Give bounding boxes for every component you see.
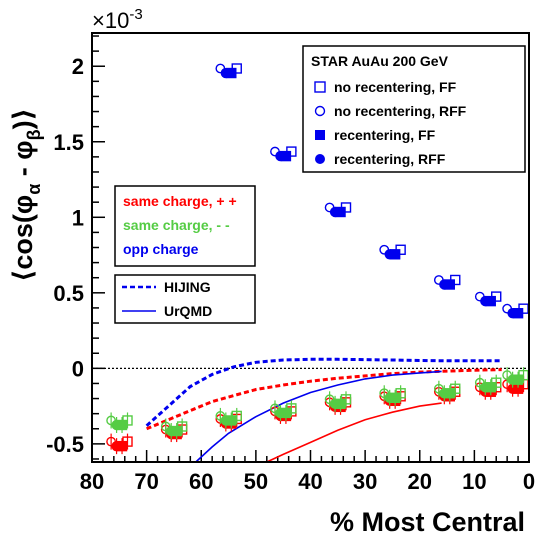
y-label-post: )⟩ [8, 108, 38, 129]
main-legend: STAR AuAu 200 GeV no recentering, FF no … [302, 45, 526, 173]
x-tick-label: 70 [134, 469, 158, 494]
same-mm-recentering-rff-marker [439, 388, 450, 399]
charge-legend-same-pp: same charge, + + [123, 193, 237, 209]
y-label-sub2: β [24, 129, 44, 140]
x-tick-label: 10 [462, 469, 486, 494]
y-tick-label: 0.5 [53, 281, 84, 306]
y-axis-label: ⟨cos(φα - φβ)⟩ [8, 108, 44, 282]
x-tick-label: 60 [189, 469, 213, 494]
urqmd-same-curve [266, 402, 442, 463]
same-mm-recentering-rff-marker [166, 425, 177, 437]
opp-recentering-rff-marker [275, 150, 286, 162]
same-pp-recentering-rff-marker [111, 440, 122, 452]
x-tick-label: 50 [244, 469, 268, 494]
y-label-pre: ⟨cos(φ [8, 195, 38, 282]
legend-open-circle-icon [314, 105, 326, 117]
model-legend: HIJING UrQMD [114, 274, 256, 324]
opp-recentering-rff-marker [480, 295, 491, 307]
main-legend-title: STAR AuAu 200 GeV [311, 53, 449, 69]
main-legend-box [302, 45, 526, 173]
model-legend-hijing-label: HIJING [164, 279, 211, 295]
same-mm-recentering-rff-marker [329, 398, 341, 410]
same-mm-recentering-rff-marker [480, 382, 491, 393]
x-axis-label: % Most Central [330, 507, 525, 537]
same-mm-recentering-rff-marker [507, 374, 518, 385]
charge-legend-opp: opp charge [123, 241, 199, 257]
y-label-sub1: α [24, 184, 44, 195]
opp-recentering-rff-marker [507, 308, 518, 319]
y-tick-label: 0 [72, 356, 84, 381]
main-legend-entry-1: no recentering, RFF [334, 103, 467, 119]
y-multiplier: ×10-3 [92, 6, 143, 33]
y-tick-label: 2 [72, 54, 84, 79]
model-legend-box [114, 274, 256, 324]
same-mm-recentering-rff-marker [384, 392, 395, 404]
same-mm-recentering-rff-marker [275, 407, 286, 419]
y-tick-label: 1 [72, 205, 84, 230]
plot-frame [91, 32, 530, 463]
x-tick-label: 40 [298, 469, 322, 494]
x-tick-label: 0 [523, 469, 535, 494]
charge-legend-box [114, 185, 256, 267]
charge-legend-same-mm: same charge, - - [123, 217, 230, 233]
main-legend-entry-0: no recentering, FF [334, 79, 457, 95]
x-tick-label: 30 [353, 469, 377, 494]
y-tick-label: -0.5 [46, 432, 84, 457]
same-mm-recentering-rff-marker [220, 415, 232, 426]
opp-recentering-rff-marker [439, 279, 450, 290]
legend-filled-circle-icon [315, 154, 325, 164]
y-label-mid: - φ [8, 140, 38, 183]
main-legend-entry-3: recentering, RFF [334, 151, 446, 167]
model-legend-urqmd-label: UrQMD [164, 303, 212, 319]
x-tick-label: 20 [408, 469, 432, 494]
plot-layer: 80 70 60 50 40 30 20 10 0 -0.5 0 0.5 1 1.5 2 [46, 35, 535, 494]
x-tick-label: 80 [80, 469, 104, 494]
opp-recentering-rff-marker [384, 249, 395, 260]
same-mm-recentering-rff-marker [111, 419, 122, 431]
y-multiplier-base: ×10 [92, 8, 129, 33]
charge-legend: same charge, + + same charge, - - opp ch… [114, 185, 256, 267]
y-tick-label: 1.5 [53, 130, 84, 155]
legend-open-square-icon [314, 81, 326, 93]
urqmd-opp-curve [195, 370, 442, 463]
opp-recentering-rff-marker [329, 206, 341, 218]
main-legend-entry-2: recentering, FF [334, 127, 436, 143]
hijing-opp-curve [145, 357, 502, 427]
legend-filled-square-icon [315, 130, 325, 140]
opp-recentering-rff-marker [220, 67, 232, 79]
y-multiplier-exp: -3 [129, 6, 142, 23]
